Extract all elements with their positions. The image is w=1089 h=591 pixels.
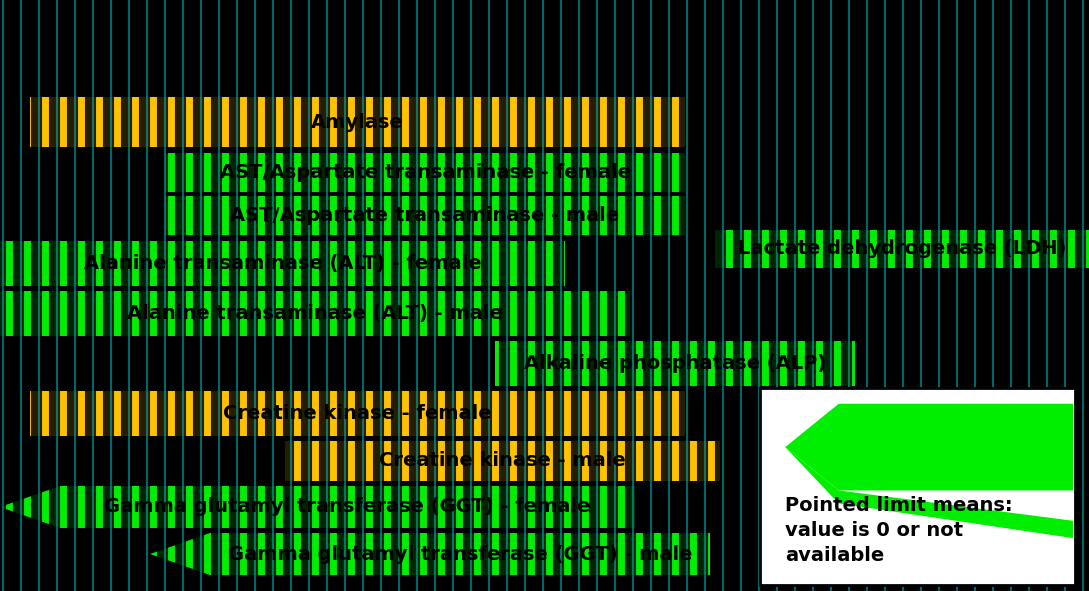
Text: Alkaline phosphatase (ALP): Alkaline phosphatase (ALP) [524,354,827,373]
Polygon shape [785,404,1073,491]
Bar [0,241,565,286]
Bar [30,391,685,436]
Polygon shape [0,486,635,528]
Bar [0,291,631,336]
Text: Creatine kinase - male: Creatine kinase - male [379,452,626,470]
Bar [30,97,685,147]
Bar [760,388,1075,585]
Bar [715,230,1089,268]
Text: Gamma glutamyl transferase (GGT) - female: Gamma glutamyl transferase (GGT) - femal… [105,498,590,517]
Text: AST/Aspartate transaminase - male: AST/Aspartate transaminase - male [231,206,620,225]
Bar [285,441,720,481]
Text: AST/Aspartate transaminase - female: AST/Aspartate transaminase - female [220,163,631,182]
Text: Pointed limit means:
value is 0 or not
available: Pointed limit means: value is 0 or not a… [785,496,1013,566]
Text: Amylase: Amylase [311,112,404,132]
Polygon shape [150,533,710,575]
Text: Alanine transaminase (ALT) - male: Alanine transaminase (ALT) - male [127,304,503,323]
Text: Creatine kinase - female: Creatine kinase - female [223,404,492,423]
Bar [166,153,685,192]
Bar [495,341,855,386]
Bar [166,196,685,235]
Text: Gamma glutamyl transferase (GGT) - male: Gamma glutamyl transferase (GGT) - male [228,544,693,563]
Text: Lactate dehydrogenase (LDH): Lactate dehydrogenase (LDH) [738,239,1066,258]
Text: Alanine transaminase (ALT) - female: Alanine transaminase (ALT) - female [84,254,481,273]
Polygon shape [785,447,1073,538]
